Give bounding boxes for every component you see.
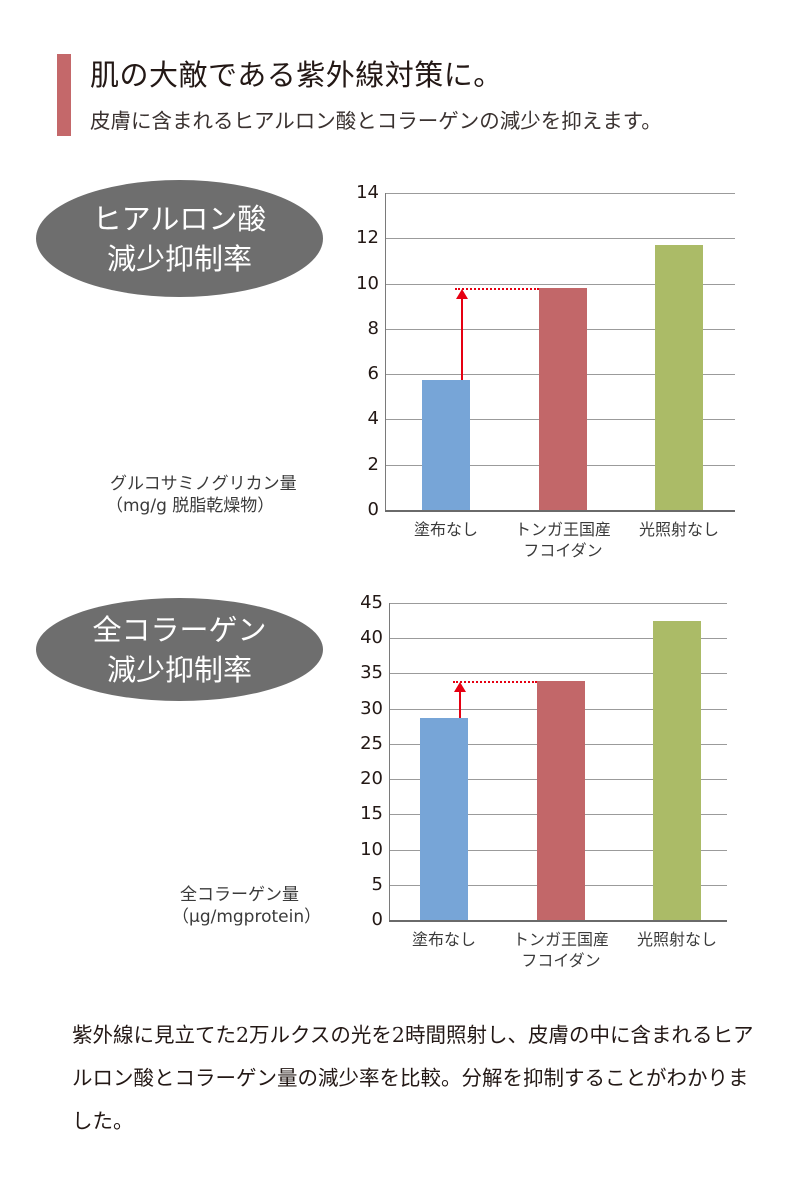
y-tick-label: 10 (356, 272, 379, 294)
gridline (389, 638, 727, 640)
y-tick-label: 8 (367, 317, 379, 339)
badge-line1: ヒアルロン酸 (92, 201, 267, 236)
gridline (385, 283, 735, 285)
x-category-label: トンガ王国産 フコイダン (514, 520, 611, 560)
y-tick-label: 15 (360, 803, 383, 825)
y-axis-label-line1: 全コラーゲン量 (180, 885, 299, 905)
y-tick-label: 40 (360, 627, 383, 649)
gridline (389, 603, 727, 604)
y-axis-line (385, 193, 386, 510)
arrow-up-icon (454, 682, 466, 693)
x-category-label: 光照射なし (638, 520, 719, 539)
arrow-shaft (459, 691, 461, 718)
y-axis-label-line2: （mg/g 脱脂乾燥物） (106, 496, 275, 516)
x-category-label: 光照射なし (636, 930, 717, 949)
badge-line2: 減少抑制率 (106, 241, 252, 276)
x-axis-line (389, 920, 727, 922)
page-title: 肌の大敵である紫外線対策に。 (90, 58, 503, 92)
y-tick-label: 25 (360, 732, 383, 754)
y-tick-label: 0 (367, 499, 379, 520)
bar-2 (655, 245, 703, 510)
bar-0 (420, 717, 468, 920)
y-tick-label: 35 (360, 662, 383, 684)
badge-line2: 減少抑制率 (106, 652, 252, 687)
collagen-badge: 全コラーゲン 減少抑制率 (36, 598, 323, 701)
x-axis-line (385, 510, 735, 512)
hyaluronic-badge: ヒアルロン酸 減少抑制率 (36, 180, 323, 297)
y-tick-label: 45 (360, 592, 383, 613)
gridline (389, 673, 727, 675)
y-tick-label: 14 (356, 182, 379, 203)
y-tick-label: 2 (367, 453, 379, 475)
y-tick-label: 4 (367, 408, 379, 430)
y-axis-label-line1: グルコサミノグリカン量 (110, 474, 297, 494)
y-tick-label: 5 (371, 873, 383, 895)
x-category-label: 塗布なし (411, 930, 476, 949)
bar-0 (422, 379, 470, 510)
badge-line1: 全コラーゲン (92, 612, 267, 647)
y-axis-label-1: グルコサミノグリカン量 （mg/g 脱脂乾燥物） (106, 473, 297, 517)
page-subtitle: 皮膚に含まれるヒアルロン酸とコラーゲンの減少を抑えます。 (90, 109, 662, 133)
bar-1 (537, 681, 585, 920)
header-accent-bar (57, 54, 71, 136)
footer-description: 紫外線に見立てた2万ルクスの光を2時間照射し、皮膚の中に含まれるヒアルロン酸とコ… (72, 1023, 754, 1133)
x-category-label: 塗布なし (413, 520, 478, 539)
gridline (385, 238, 735, 240)
y-tick-label: 10 (360, 838, 383, 860)
y-tick-label: 0 (371, 909, 383, 930)
y-tick-label: 20 (360, 768, 383, 790)
reference-dotted-line (455, 288, 539, 291)
y-tick-label: 6 (367, 363, 379, 385)
arrow-up-icon (456, 289, 468, 300)
y-tick-label: 12 (356, 227, 379, 249)
reference-dotted-line (453, 681, 537, 684)
x-category-label: トンガ王国産 フコイダン (512, 930, 609, 970)
y-axis-line (389, 603, 390, 920)
y-axis-label-line2: （μg/mgprotein） (172, 907, 322, 927)
bar-1 (539, 288, 587, 510)
y-axis-label-2: 全コラーゲン量 （μg/mgprotein） (172, 884, 321, 928)
gridline (385, 193, 735, 194)
y-tick-label: 30 (360, 697, 383, 719)
arrow-shaft (461, 298, 463, 380)
bar-2 (653, 620, 701, 920)
